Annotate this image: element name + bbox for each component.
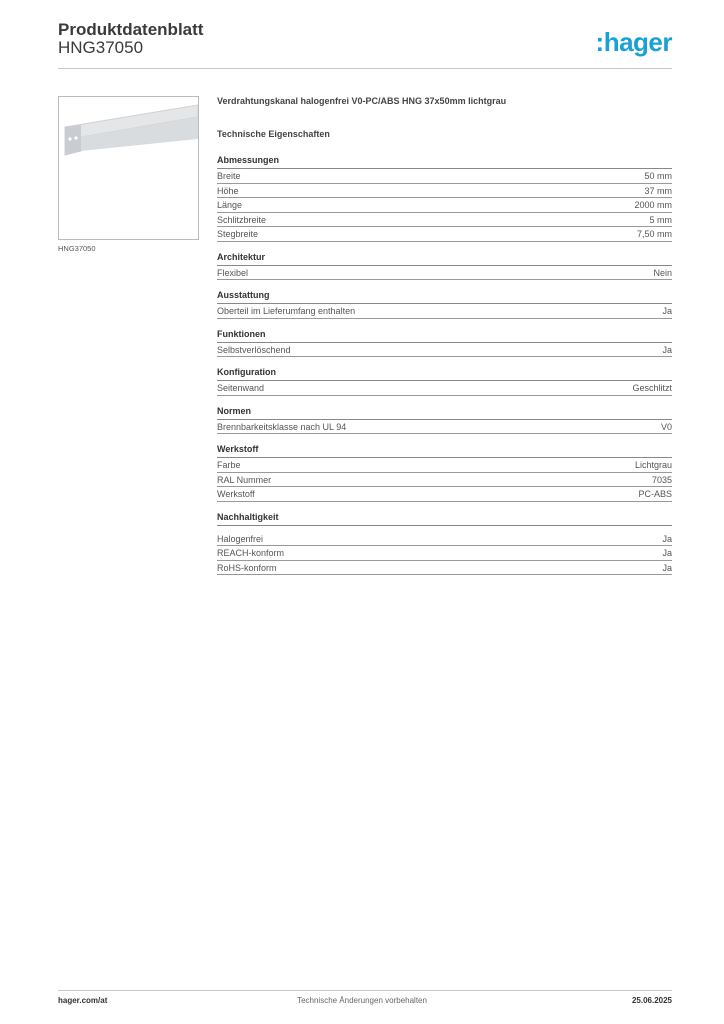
spec-row: Länge 2000 mm — [217, 198, 672, 213]
spec-section: Konfiguration Seitenwand Geschlitzt — [217, 367, 672, 396]
spec-content: Verdrahtungskanal halogenfrei V0-PC/ABS … — [217, 96, 672, 575]
spec-label: Höhe — [217, 185, 239, 196]
spec-value: 2000 mm — [634, 200, 672, 210]
spec-row: RAL Nummer 7035 — [217, 473, 672, 487]
section-heading: Werkstoff — [217, 444, 672, 458]
spec-value: 37 mm — [644, 185, 672, 196]
spec-label: RAL Nummer — [217, 474, 272, 485]
spec-section: Abmessungen Breite 50 mm Höhe 37 mm Länge 2000… — [217, 155, 672, 242]
spec-value: V0 — [660, 421, 672, 432]
spec-value: 5 mm — [649, 214, 673, 225]
spec-label: Länge — [217, 200, 243, 210]
spec-row: Breite 50 mm — [217, 169, 672, 184]
product-code: HNG37050 — [58, 38, 144, 57]
product-image — [58, 96, 199, 240]
spec-value: 7,50 mm — [636, 229, 672, 239]
spec-section: Architektur Flexibel Nein — [217, 252, 672, 280]
section-heading: Nachhaltigkeit — [217, 512, 672, 526]
spec-section: Nachhaltigkeit Halogenfrei Ja REACH-konform… — [217, 512, 672, 575]
spec-value: 7035 — [651, 474, 672, 485]
hager-logo: :hager — [595, 27, 673, 57]
header-divider — [58, 68, 672, 69]
footer-note: Technische Änderungen vorbehalten — [297, 996, 427, 1005]
spec-row: Selbstverlöschend Ja — [217, 343, 672, 357]
spec-value: 50 mm — [644, 171, 672, 181]
spec-row: Werkstoff PC-ABS — [217, 487, 672, 502]
section-heading: Abmessungen — [217, 155, 672, 169]
spec-value: Ja — [662, 306, 672, 316]
spec-row: RoHS-konform Ja — [217, 561, 672, 575]
spec-row: Schlitzbreite 5 mm — [217, 213, 673, 227]
section-heading: Normen — [217, 406, 672, 420]
spec-section: Funktionen Selbstverlöschend Ja — [217, 329, 672, 357]
spec-value: Ja — [662, 562, 672, 573]
spec-row: Flexibel Nein — [217, 266, 672, 280]
spec-value: Ja — [662, 344, 672, 355]
spec-label: Seitenwand — [217, 383, 265, 393]
spec-row: Oberteil im Lieferumfang enthalten Ja — [217, 304, 672, 319]
section-heading: Funktionen — [217, 329, 672, 343]
spec-label: RoHS-konform — [217, 562, 277, 573]
spec-section: Ausstattung Oberteil im Lieferumfang enth… — [217, 290, 672, 319]
spec-row: Höhe 37 mm — [217, 184, 672, 198]
spec-label: Flexibel — [217, 267, 249, 278]
section-heading: Konfiguration — [217, 367, 672, 381]
spec-label: Halogenfrei — [217, 533, 264, 544]
spec-row: Farbe Lichtgrau — [217, 458, 672, 473]
spec-label: Farbe — [217, 460, 241, 470]
footer-date: 25.06.2025 — [631, 996, 672, 1005]
tech-heading: Technische Eigenschaften — [217, 129, 330, 139]
spec-row: Seitenwand Geschlitzt — [217, 381, 672, 396]
spec-value: Lichtgrau — [634, 460, 672, 470]
spec-label: Werkstoff — [217, 489, 255, 499]
spec-value: Ja — [662, 533, 672, 544]
section-heading: Architektur — [217, 252, 672, 266]
spec-label: Stegbreite — [217, 229, 259, 239]
spec-value: Ja — [662, 548, 672, 558]
footer-website[interactable]: hager.com/at — [58, 996, 108, 1005]
spec-value: Nein — [653, 267, 672, 278]
spec-row: Stegbreite 7,50 mm — [217, 227, 672, 242]
image-caption: HNG37050 — [58, 244, 96, 253]
spec-label: Breite — [217, 171, 241, 181]
spec-row: Brennbarkeitsklasse nach UL 94 V0 — [217, 420, 672, 434]
spec-label: Selbstverlöschend — [217, 344, 291, 355]
spec-section: Werkstoff Farbe Lichtgrau RAL Nummer 7035 Wer… — [217, 444, 672, 502]
spec-section: Normen Brennbarkeitsklasse nach UL 94 V0 — [217, 406, 672, 434]
spec-value: PC-ABS — [638, 489, 672, 499]
spec-label: Brennbarkeitsklasse nach UL 94 — [217, 421, 347, 432]
spec-label: REACH-konform — [217, 548, 285, 558]
spec-label: Schlitzbreite — [217, 214, 267, 225]
footer-divider — [58, 990, 672, 991]
section-heading: Ausstattung — [217, 290, 672, 304]
spec-value: Geschlitzt — [632, 383, 672, 393]
page-title: Produktdatenblatt — [58, 20, 204, 39]
spec-row: REACH-konform Ja — [217, 546, 672, 561]
product-name: Verdrahtungskanal halogenfrei V0-PC/ABS … — [217, 96, 507, 106]
spec-row: Halogenfrei Ja — [217, 532, 672, 546]
spec-label: Oberteil im Lieferumfang enthalten — [217, 306, 356, 316]
